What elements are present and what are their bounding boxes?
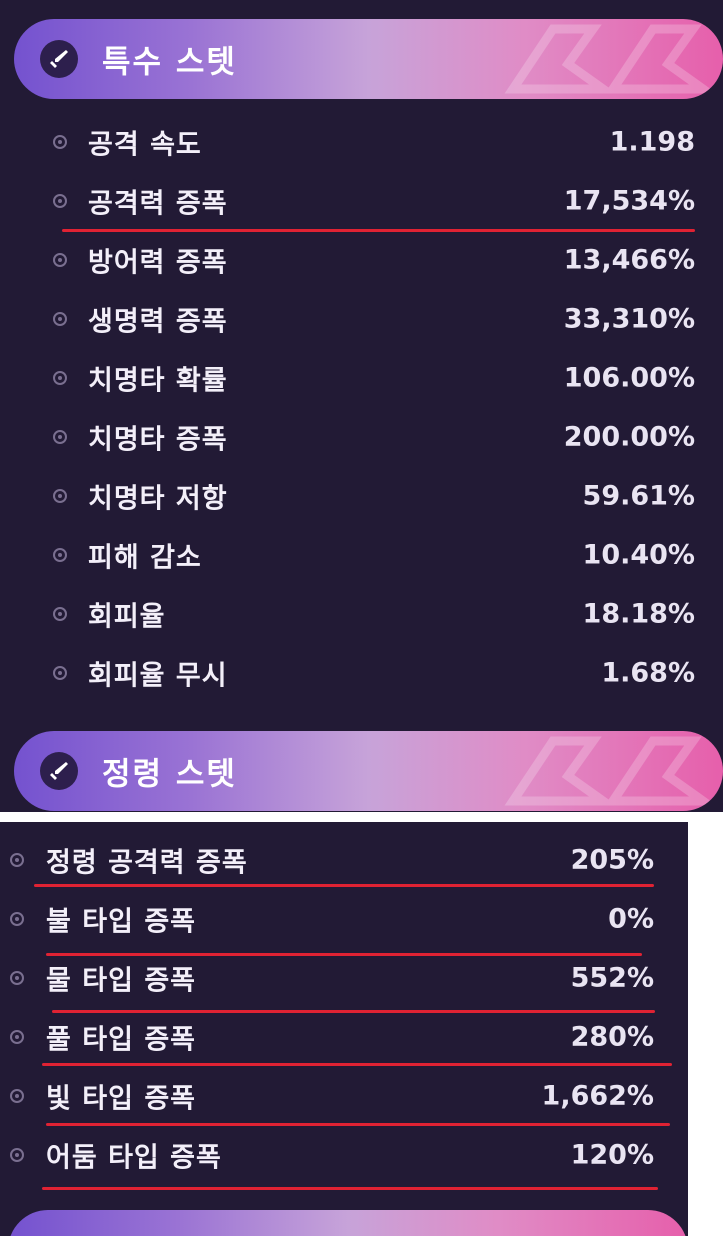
stat-row: 빛 타입 증폭 1,662% [0, 1072, 688, 1120]
bullet-icon [53, 253, 67, 267]
stat-row: 회피율 18.18% [0, 590, 723, 638]
stat-value: 1,662% [541, 1080, 654, 1112]
stat-value: 18.18% [582, 598, 695, 630]
special-stats-title: 특수 스텟 [102, 44, 237, 81]
stat-row: 정령 공격력 증폭 205% [0, 836, 688, 884]
stat-label: 공격 속도 [88, 129, 202, 161]
decorative-pattern-icon [504, 24, 718, 94]
stat-value: 1.68% [601, 657, 695, 689]
stat-label: 회피율 [88, 601, 166, 633]
stat-row: 치명타 저항 59.61% [0, 472, 723, 520]
bullet-icon [10, 1030, 24, 1044]
stat-row: 불 타입 증폭 0% [0, 895, 688, 943]
stat-label: 방어력 증폭 [88, 247, 228, 279]
stat-value: 33,310% [563, 303, 695, 335]
stat-label: 치명타 증폭 [88, 424, 228, 456]
spirit-stats-panel: 정령 공격력 증폭 205% 불 타입 증폭 0% 물 타입 증폭 552% 풀… [0, 822, 688, 1236]
highlight-underline [62, 229, 695, 232]
stat-value: 280% [570, 1021, 654, 1053]
highlight-underline [46, 953, 642, 956]
highlight-underline [34, 884, 654, 887]
stat-value: 120% [570, 1139, 654, 1171]
stat-row: 방어력 증폭 13,466% [0, 236, 723, 284]
stat-row: 회피율 무시 1.68% [0, 649, 723, 697]
stat-label: 생명력 증폭 [88, 306, 228, 338]
stat-label: 불 타입 증폭 [46, 906, 196, 938]
stat-label: 치명타 확률 [88, 365, 228, 397]
highlight-underline [46, 1123, 670, 1126]
stat-row: 생명력 증폭 33,310% [0, 295, 723, 343]
stat-label: 정령 공격력 증폭 [46, 847, 248, 879]
bullet-icon [53, 371, 67, 385]
highlight-underline [52, 1010, 655, 1013]
spirit-stats-title: 정령 스텟 [102, 756, 237, 793]
highlight-underline [42, 1063, 672, 1066]
bullet-icon [10, 853, 24, 867]
stat-row: 공격력 증폭 17,534% [0, 177, 723, 225]
stat-value: 205% [570, 844, 654, 876]
sword-icon [40, 752, 78, 790]
stat-row: 피해 감소 10.40% [0, 531, 723, 579]
bullet-icon [53, 489, 67, 503]
bullet-icon [53, 607, 67, 621]
decorative-pattern-icon [504, 736, 718, 806]
special-stats-header: 특수 스텟 [14, 19, 723, 99]
stat-value: 13,466% [563, 244, 695, 276]
bullet-icon [53, 135, 67, 149]
stat-row: 치명타 증폭 200.00% [0, 413, 723, 461]
bullet-icon [10, 912, 24, 926]
stat-value: 17,534% [563, 185, 695, 217]
stat-value: 59.61% [582, 480, 695, 512]
bullet-icon [53, 548, 67, 562]
bullet-icon [53, 194, 67, 208]
stat-row: 어둠 타입 증폭 120% [0, 1131, 688, 1179]
bullet-icon [10, 971, 24, 985]
stat-label: 피해 감소 [88, 542, 202, 574]
stat-value: 106.00% [563, 362, 695, 394]
highlight-underline [42, 1187, 658, 1190]
stat-value: 552% [570, 962, 654, 994]
stat-label: 물 타입 증폭 [46, 965, 196, 997]
stat-value: 1.198 [609, 126, 695, 158]
stat-row: 공격 속도 1.198 [0, 118, 723, 166]
stat-label: 공격력 증폭 [88, 188, 228, 220]
bullet-icon [53, 312, 67, 326]
next-section-header [8, 1210, 688, 1236]
stat-label: 어둠 타입 증폭 [46, 1142, 222, 1174]
spirit-stats-header: 정령 스텟 [14, 731, 723, 811]
bullet-icon [53, 430, 67, 444]
bullet-icon [53, 666, 67, 680]
special-stats-panel: 특수 스텟 공격 속도 1.198 공격력 증폭 17,534% 방어력 증폭 … [0, 0, 723, 812]
sword-icon [40, 40, 78, 78]
stat-label: 풀 타입 증폭 [46, 1024, 196, 1056]
stat-label: 빛 타입 증폭 [46, 1083, 196, 1115]
bullet-icon [10, 1148, 24, 1162]
stat-value: 10.40% [582, 539, 695, 571]
stat-label: 회피율 무시 [88, 660, 228, 692]
stat-row: 치명타 확률 106.00% [0, 354, 723, 402]
stat-value: 0% [608, 903, 654, 935]
stat-row: 풀 타입 증폭 280% [0, 1013, 688, 1061]
stat-value: 200.00% [563, 421, 695, 453]
stat-row: 물 타입 증폭 552% [0, 954, 688, 1002]
bullet-icon [10, 1089, 24, 1103]
stat-label: 치명타 저항 [88, 483, 228, 515]
